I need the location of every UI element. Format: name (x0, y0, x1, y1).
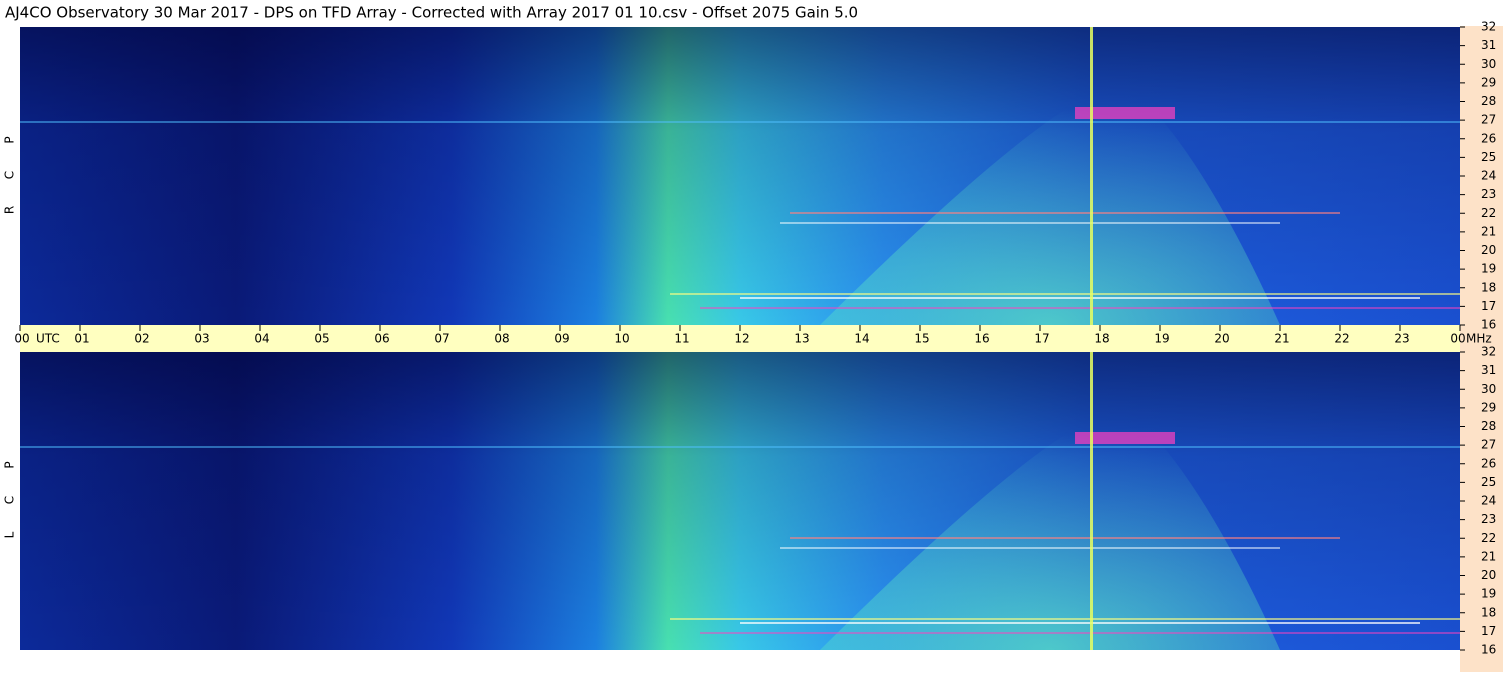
freq-label: 18 (1481, 605, 1496, 619)
freq-label: 17 (1481, 299, 1496, 313)
freq-label: 30 (1481, 57, 1496, 71)
polarization-letter: R (3, 206, 17, 214)
time-label: 19 (1154, 332, 1169, 346)
streak (780, 222, 1280, 224)
streak (780, 547, 1280, 549)
burst-envelope (820, 85, 1280, 325)
time-label: 14 (854, 332, 869, 346)
freq-label: 18 (1481, 280, 1496, 294)
freq-label: 28 (1481, 419, 1496, 433)
freq-label: 22 (1481, 206, 1496, 220)
streak (670, 293, 1460, 295)
freq-label: 16 (1481, 318, 1496, 332)
polarization-letter: C (3, 171, 17, 179)
time-label: 11 (674, 332, 689, 346)
freq-label: 26 (1481, 456, 1496, 470)
time-label: 05 (314, 332, 329, 346)
rfi-line (1090, 27, 1093, 325)
freq-label: 19 (1481, 587, 1496, 601)
freq-label: 25 (1481, 475, 1496, 489)
freq-label: 29 (1481, 400, 1496, 414)
time-label: 10 (614, 332, 629, 346)
polarization-letter: P (3, 461, 17, 468)
burst-envelope (820, 410, 1280, 650)
streak (700, 307, 1460, 309)
freq-label: 27 (1481, 113, 1496, 127)
time-label: 21 (1274, 332, 1289, 346)
streak (670, 618, 1460, 620)
streak (740, 622, 1420, 624)
polarization-letter: P (3, 136, 17, 143)
streak (20, 121, 1460, 123)
time-label: 22 (1334, 332, 1349, 346)
streak (740, 297, 1420, 299)
unit-label: MHz (1466, 332, 1492, 346)
freq-strip (1460, 26, 1503, 672)
time-label: 00 (14, 332, 29, 346)
freq-label: 31 (1481, 363, 1496, 377)
time-label: 16 (974, 332, 989, 346)
time-label: 12 (734, 332, 749, 346)
time-label: 07 (434, 332, 449, 346)
time-label: 23 (1394, 332, 1409, 346)
freq-label: 32 (1481, 345, 1496, 359)
time-label: 02 (134, 332, 149, 346)
burst-core (1075, 432, 1175, 444)
rfi-line (1090, 352, 1093, 650)
freq-label: 32 (1481, 20, 1496, 34)
freq-label: 28 (1481, 94, 1496, 108)
time-label: 08 (494, 332, 509, 346)
freq-label: 16 (1481, 643, 1496, 657)
time-label: 17 (1034, 332, 1049, 346)
freq-label: 19 (1481, 262, 1496, 276)
freq-label: 25 (1481, 150, 1496, 164)
streak (20, 446, 1460, 448)
freq-label: 23 (1481, 187, 1496, 201)
freq-label: 24 (1481, 494, 1496, 508)
time-label: 18 (1094, 332, 1109, 346)
freq-label: 17 (1481, 624, 1496, 638)
streak (700, 632, 1460, 634)
time-label: 04 (254, 332, 269, 346)
streak (790, 212, 1340, 214)
polarization-letter: L (3, 531, 17, 538)
freq-label: 21 (1481, 224, 1496, 238)
streak (790, 537, 1340, 539)
time-label: 20 (1214, 332, 1229, 346)
freq-label: 20 (1481, 568, 1496, 582)
freq-label: 26 (1481, 131, 1496, 145)
time-label: 15 (914, 332, 929, 346)
freq-label: 27 (1481, 438, 1496, 452)
time-label: 06 (374, 332, 389, 346)
burst-core (1075, 107, 1175, 119)
freq-label: 24 (1481, 169, 1496, 183)
freq-label: 23 (1481, 512, 1496, 526)
polarization-letter: C (3, 496, 17, 504)
time-label: 01 (74, 332, 89, 346)
time-label: 00 (1450, 332, 1465, 346)
freq-label: 30 (1481, 382, 1496, 396)
freq-label: 21 (1481, 549, 1496, 563)
freq-label: 29 (1481, 75, 1496, 89)
time-label: 09 (554, 332, 569, 346)
freq-label: 22 (1481, 531, 1496, 545)
freq-label: 31 (1481, 38, 1496, 52)
time-label: 03 (194, 332, 209, 346)
title: AJ4CO Observatory 30 Mar 2017 - DPS on T… (5, 4, 858, 22)
time-label: 13 (794, 332, 809, 346)
freq-label: 20 (1481, 243, 1496, 257)
utc-label: UTC (36, 332, 60, 346)
